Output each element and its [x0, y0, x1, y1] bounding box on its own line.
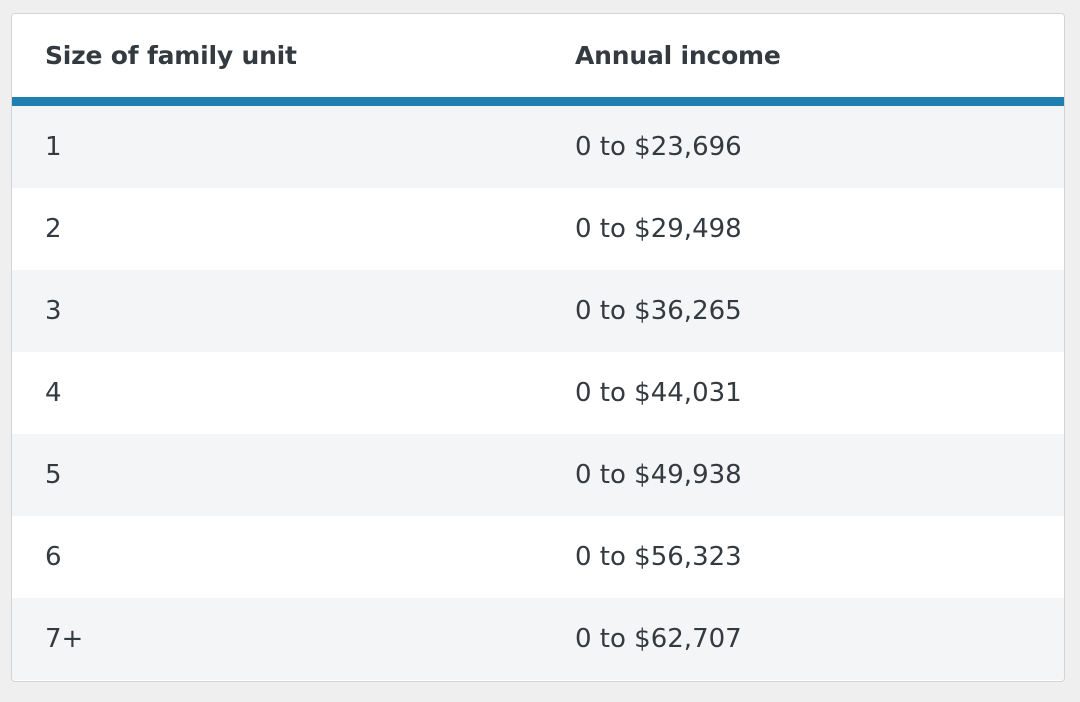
header-annual-income: Annual income	[575, 41, 781, 70]
family-size-cell: 5	[45, 460, 62, 490]
family-size-cell: 6	[45, 542, 62, 572]
table-row: 7+ 0 to $62,707	[12, 598, 1064, 680]
table-row: 2 0 to $29,498	[12, 188, 1064, 270]
family-size-cell: 3	[45, 296, 62, 326]
table-header-row: Size of family unit Annual income	[12, 14, 1064, 106]
annual-income-cell: 0 to $23,696	[575, 132, 742, 162]
table-row: 1 0 to $23,696	[12, 106, 1064, 188]
header-size-of-family-unit: Size of family unit	[45, 41, 297, 70]
annual-income-cell: 0 to $62,707	[575, 624, 742, 654]
family-size-cell: 7+	[45, 624, 84, 654]
family-size-cell: 1	[45, 132, 62, 162]
table-row: 4 0 to $44,031	[12, 352, 1064, 434]
annual-income-cell: 0 to $44,031	[575, 378, 742, 408]
income-table: Size of family unit Annual income 1 0 to…	[11, 13, 1065, 682]
table-row: 5 0 to $49,938	[12, 434, 1064, 516]
table-row: 3 0 to $36,265	[12, 270, 1064, 352]
family-size-cell: 2	[45, 214, 62, 244]
annual-income-cell: 0 to $49,938	[575, 460, 742, 490]
annual-income-cell: 0 to $36,265	[575, 296, 742, 326]
annual-income-cell: 0 to $29,498	[575, 214, 742, 244]
table-row: 6 0 to $56,323	[12, 516, 1064, 598]
family-size-cell: 4	[45, 378, 62, 408]
annual-income-cell: 0 to $56,323	[575, 542, 742, 572]
